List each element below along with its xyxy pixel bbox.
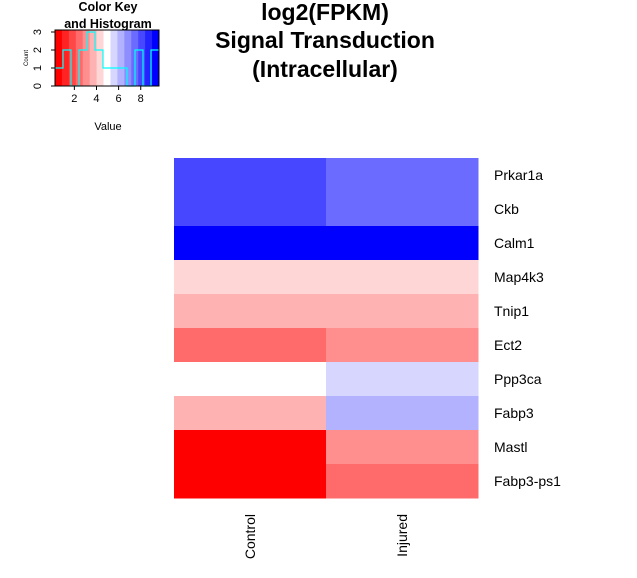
heatmap-cell (174, 192, 327, 227)
heatmap-cell (326, 362, 479, 397)
row-label: Mastl (494, 439, 527, 455)
title-line-2: Signal Transduction (215, 27, 435, 53)
heatmap-row-labels: Prkar1a Ckb Calm1 Map4k3 Tnip1 Ect2 Ppp3ca Fabp… (494, 167, 561, 489)
color-key-swatch (110, 30, 118, 86)
heatmap-cell (326, 260, 479, 295)
color-key-histogram (55, 31, 159, 87)
color-key-x-tick-label: 8 (138, 93, 144, 105)
color-key-y-tick-label: 0 (32, 83, 44, 89)
row-label: Prkar1a (494, 167, 543, 183)
color-key-swatch (145, 30, 153, 86)
row-label: Map4k3 (494, 269, 544, 285)
heatmap-cell (326, 430, 479, 465)
color-key-swatch (89, 30, 98, 86)
color-key-swatch (82, 30, 91, 86)
title-line-1: log2(FPKM) (261, 0, 389, 25)
color-key-y-axis: 0 1 2 3 (32, 29, 55, 89)
heatmap-cell (326, 192, 479, 227)
color-key-swatch (103, 30, 111, 86)
color-key-ylabel: Count (24, 50, 30, 66)
heatmap-cell (174, 396, 327, 431)
color-key-swatch (55, 30, 63, 86)
column-label: Injured (394, 514, 410, 557)
heatmap-cell (174, 294, 327, 329)
row-label: Ect2 (494, 337, 522, 353)
heatmap-cell (174, 328, 327, 363)
heatmap-cell (174, 464, 327, 499)
color-key-y-tick-label: 3 (32, 29, 44, 35)
row-label: Tnip1 (494, 303, 529, 319)
color-key-swatch (138, 30, 146, 86)
heatmap-cell (326, 396, 479, 431)
row-label: Fabp3-ps1 (494, 473, 561, 489)
heatmap-cell (326, 328, 479, 363)
row-label: Ppp3ca (494, 371, 542, 387)
title-line-3: (Intracellular) (252, 56, 398, 82)
column-label: Control (242, 514, 258, 559)
color-key-title-line-1: Color Key (78, 0, 137, 14)
heatmap-cell (174, 260, 327, 295)
color-key-x-tick-label: 6 (116, 93, 122, 105)
heatmap-column-labels: Control Injured (242, 514, 410, 559)
color-key-frame (54, 29, 160, 87)
heatmap-cell (174, 158, 327, 193)
color-key-y-tick-label: 1 (32, 65, 44, 71)
heatmap-cell (174, 362, 327, 397)
heatmap-cell (326, 158, 479, 193)
color-key-x-axis: 2 4 6 8 (71, 86, 144, 105)
heatmap-cell (326, 464, 479, 499)
heatmap (174, 158, 479, 499)
color-key-x-tick-label: 4 (93, 93, 99, 105)
color-key-x-tick-label: 2 (71, 93, 77, 105)
color-key-swatch (96, 30, 105, 86)
heatmap-cell (174, 430, 327, 465)
color-key-swatch (124, 30, 132, 86)
color-key-y-tick-label: 2 (32, 47, 44, 53)
color-key-swatch (68, 30, 77, 86)
color-key-swatch (117, 30, 125, 86)
color-key-swatch (61, 30, 70, 86)
row-label: Fabp3 (494, 405, 534, 421)
color-key-swatch (152, 30, 160, 86)
heatmap-cell (174, 226, 327, 261)
heatmap-cell (326, 294, 479, 329)
color-key-title-line-2: and Histogram (64, 17, 152, 31)
color-key-xlabel: Value (94, 121, 121, 133)
row-label: Calm1 (494, 235, 535, 251)
main-title: log2(FPKM) Signal Transduction (Intracel… (215, 0, 435, 82)
row-label: Ckb (494, 201, 519, 217)
heatmap-cell (326, 226, 479, 261)
